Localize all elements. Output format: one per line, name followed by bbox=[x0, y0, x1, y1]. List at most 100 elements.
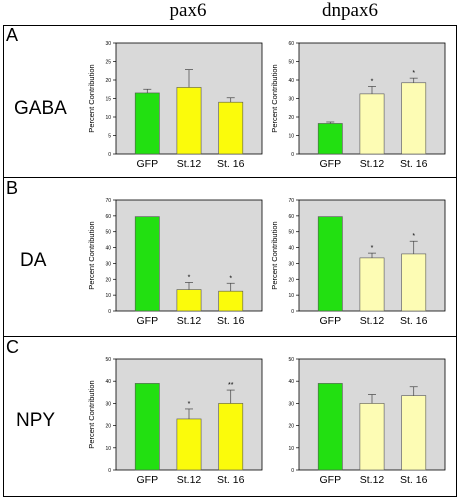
bar-gfp bbox=[134, 92, 160, 155]
x-tick-label: St. 16 bbox=[400, 474, 428, 486]
chart-a-pax6: 0 5 10 15 20 25 30 Percent Contribution GFP St.12… bbox=[87, 41, 263, 170]
bar-st12 bbox=[359, 93, 385, 155]
y-tick-label: 0 bbox=[291, 468, 294, 474]
x-tick-label: GFP bbox=[136, 315, 158, 327]
row-label-da: DA bbox=[20, 250, 47, 271]
y-tick-label: 0 bbox=[108, 309, 111, 315]
y-tick-label: 40 bbox=[288, 78, 294, 84]
bar-st16 bbox=[401, 82, 427, 155]
x-tick-label: St. 16 bbox=[400, 315, 428, 327]
x-tick-label: St.12 bbox=[360, 315, 385, 327]
bar-st16 bbox=[218, 290, 244, 312]
panel-letter-c: C bbox=[6, 337, 19, 357]
significance-marker: * bbox=[412, 233, 415, 240]
significance-marker: * bbox=[229, 275, 232, 282]
y-tick-label: 20 bbox=[105, 424, 111, 430]
bar-st12 bbox=[359, 403, 385, 471]
y-tick-label: 20 bbox=[105, 78, 111, 84]
y-tick-label: 30 bbox=[288, 261, 294, 267]
y-tick-label: 20 bbox=[288, 424, 294, 430]
panel-letter-b: B bbox=[6, 178, 19, 198]
y-axis-label: Percent Contribution bbox=[87, 221, 96, 289]
chart-b-dnpax6: 0 10 20 30 40 50 60 70 Percent Contribution GFP * S… bbox=[270, 198, 446, 327]
y-tick-label: 60 bbox=[288, 41, 294, 47]
y-tick-label: 40 bbox=[288, 379, 294, 385]
x-tick-label: St. 16 bbox=[400, 158, 428, 170]
y-tick-label: 0 bbox=[108, 468, 111, 474]
y-tick-label: 50 bbox=[105, 230, 111, 236]
y-axis-label: Percent Contribution bbox=[87, 64, 96, 132]
bar-st16 bbox=[401, 253, 427, 312]
y-axis-label: Percent Contribution bbox=[87, 380, 96, 448]
panel-c-frame bbox=[3, 336, 457, 497]
y-tick-label: 30 bbox=[288, 97, 294, 103]
column-header-dnpax6: dnpax6 bbox=[322, 0, 378, 21]
y-tick-label: 10 bbox=[288, 446, 294, 452]
x-tick-label: St. 16 bbox=[217, 158, 245, 170]
y-tick-label: 10 bbox=[105, 115, 111, 121]
y-tick-label: 30 bbox=[288, 401, 294, 407]
y-tick-label: 30 bbox=[105, 41, 111, 47]
y-tick-label: 15 bbox=[105, 97, 111, 103]
column-header-pax6: pax6 bbox=[169, 0, 207, 21]
x-tick-label: GFP bbox=[319, 315, 341, 327]
y-axis-label: Percent Contribution bbox=[270, 64, 279, 132]
y-tick-label: 70 bbox=[288, 198, 294, 204]
y-axis-label: Percent Contribution bbox=[270, 221, 279, 289]
row-label-gaba: GABA bbox=[14, 98, 67, 119]
y-tick-label: 40 bbox=[288, 246, 294, 252]
bar-gfp bbox=[317, 216, 343, 312]
y-tick-label: 30 bbox=[105, 261, 111, 267]
y-tick-label: 10 bbox=[288, 293, 294, 299]
y-tick-label: 60 bbox=[288, 214, 294, 220]
x-tick-label: St.12 bbox=[360, 158, 385, 170]
bar-gfp bbox=[134, 383, 160, 471]
y-tick-label: 0 bbox=[291, 309, 294, 315]
significance-marker: * bbox=[371, 245, 374, 252]
bar-st12 bbox=[176, 418, 202, 471]
row-label-npy: NPY bbox=[16, 410, 56, 431]
y-tick-label: 10 bbox=[288, 134, 294, 140]
x-tick-label: St.12 bbox=[177, 158, 202, 170]
y-tick-label: 40 bbox=[105, 246, 111, 252]
y-tick-label: 5 bbox=[108, 134, 111, 140]
y-tick-label: 10 bbox=[105, 446, 111, 452]
y-tick-label: 0 bbox=[291, 152, 294, 158]
y-tick-label: 50 bbox=[105, 357, 111, 363]
x-tick-label: GFP bbox=[319, 474, 341, 486]
y-tick-label: 20 bbox=[288, 115, 294, 121]
y-tick-label: 0 bbox=[108, 152, 111, 158]
panel-letter-a: A bbox=[6, 25, 19, 45]
x-tick-label: St.12 bbox=[177, 474, 202, 486]
y-tick-label: 50 bbox=[288, 230, 294, 236]
bar-st16 bbox=[401, 395, 427, 471]
y-tick-label: 25 bbox=[105, 60, 111, 66]
significance-marker: * bbox=[371, 78, 374, 85]
x-tick-label: GFP bbox=[319, 158, 341, 170]
bar-gfp bbox=[134, 216, 160, 312]
y-tick-label: 50 bbox=[288, 357, 294, 363]
y-tick-label: 50 bbox=[288, 60, 294, 66]
y-tick-label: 20 bbox=[288, 277, 294, 283]
bar-st16 bbox=[218, 101, 244, 155]
y-tick-label: 40 bbox=[105, 379, 111, 385]
significance-marker: ** bbox=[228, 382, 234, 389]
y-tick-label: 20 bbox=[105, 277, 111, 283]
bar-st12 bbox=[359, 257, 385, 312]
chart-a-dnpax6: 0 10 20 30 40 50 60 Percent Contribution GFP * St.… bbox=[270, 41, 446, 170]
chart-c-pax6: 0 10 20 30 40 50 Percent Contribution GFP * St.12… bbox=[87, 357, 263, 486]
x-tick-label: St.12 bbox=[360, 474, 385, 486]
bar-st16 bbox=[218, 403, 244, 471]
y-tick-label: 60 bbox=[105, 214, 111, 220]
y-tick-label: 30 bbox=[105, 401, 111, 407]
x-tick-label: St.12 bbox=[177, 315, 202, 327]
significance-marker: * bbox=[188, 401, 191, 408]
bar-st12 bbox=[176, 87, 202, 155]
x-tick-label: St. 16 bbox=[217, 315, 245, 327]
significance-marker: * bbox=[188, 274, 191, 281]
chart-b-pax6: 0 10 20 30 40 50 60 70 Percent Contribution GFP * S… bbox=[87, 198, 263, 327]
chart-c-dnpax6: 0 10 20 30 40 50 GFP St.12 St. 16 bbox=[288, 357, 446, 486]
y-tick-label: 70 bbox=[105, 198, 111, 204]
bar-st12 bbox=[176, 289, 202, 312]
x-tick-label: GFP bbox=[136, 474, 158, 486]
